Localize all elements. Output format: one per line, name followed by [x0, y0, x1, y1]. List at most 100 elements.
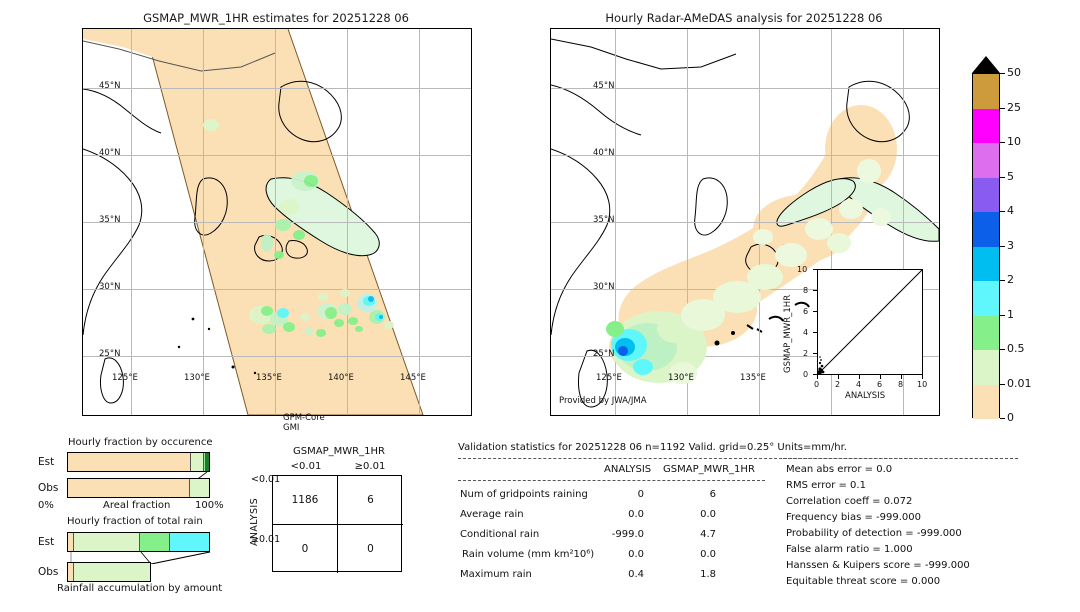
scatter-y-tick — [813, 311, 817, 312]
validation-row-gsmap: 0.0 — [700, 509, 716, 520]
left-map-lat-label: 40°N — [99, 148, 121, 158]
validation-rule-right — [783, 458, 1018, 459]
right-map-credit: Provided by JWA/JMA — [559, 396, 647, 406]
bar-total-rain-bar-obs[interactable] — [67, 562, 151, 582]
colorbar-band — [973, 177, 999, 212]
right-map-lon-label: 130°E — [668, 373, 694, 383]
left-map-title: GSMAP_MWR_1HR estimates for 20251228 06 — [143, 11, 409, 25]
left-map-lon-label: 135°E — [256, 373, 282, 383]
left-map-gridline-lat — [83, 356, 471, 357]
bar-segment — [74, 533, 140, 551]
right-map-lat-label: 45°N — [593, 81, 615, 91]
scatter-y-label: 6 — [803, 307, 809, 316]
right-map-precip — [606, 159, 891, 384]
scatter-y-label: 0 — [803, 370, 809, 379]
validation-row-label: Maximum rain — [460, 569, 532, 580]
scatter-y-axis-title: GSMAP_MWR_1HR — [783, 294, 793, 373]
scatter-x-axis-title: ANALYSIS — [845, 391, 886, 401]
bar-total-rain-row-label-obs: Obs — [38, 566, 59, 578]
contingency-table[interactable]: 1186 6 0 0 — [272, 475, 403, 573]
colorbar[interactable]: 50 25 10 5 4 3 2 1 0.5 0.01 0 — [962, 28, 1072, 424]
contingency-col-header-ge: ≥0.01 — [354, 461, 386, 472]
left-map-lat-label: 45°N — [99, 81, 121, 91]
validation-row-analysis: 0.0 — [628, 509, 644, 520]
validation-row-label: Conditional rain — [460, 529, 540, 540]
contingency-row-header-lt: <0.01 — [251, 474, 281, 485]
contingency-row-header-ge: ≥0.01 — [251, 534, 281, 545]
right-map-gridline-lat — [551, 222, 939, 223]
scatter-x-label: 2 — [835, 380, 841, 389]
bar-total-rain-axis-label: Rainfall accumulation by amount — [57, 583, 223, 594]
colorbar-label: 0 — [1007, 411, 1014, 424]
left-map-lat-label: 35°N — [99, 215, 121, 225]
colorbar-label: 0.5 — [1007, 342, 1025, 355]
right-map-coastlines — [551, 29, 939, 408]
validation-row-gsmap: 1.8 — [700, 569, 716, 580]
scatter-x-tick — [859, 375, 860, 379]
scatter-y-tick — [813, 353, 817, 354]
right-map-lon-label: 125°E — [596, 373, 622, 383]
validation-header: Validation statistics for 20251228 06 n=… — [458, 442, 847, 453]
left-map-lon-label: 145°E — [400, 373, 426, 383]
left-map-credit: GPM-Core GMI — [283, 413, 325, 434]
validation-score: Hanssen & Kuipers score = -999.000 — [786, 560, 970, 571]
scatter-x-label: 4 — [856, 380, 862, 389]
validation-score: Frequency bias = -999.000 — [786, 512, 921, 523]
validation-row-label: Num of gridpoints raining — [460, 489, 588, 500]
scatter-y-tick — [813, 332, 817, 333]
right-map-title: Hourly Radar-AMeDAS analysis for 2025122… — [605, 11, 883, 25]
colorbar-tick — [1000, 349, 1005, 350]
scatter-y-label: 2 — [803, 349, 809, 358]
scatter-y-tick — [813, 290, 817, 291]
scatter-x-tick — [838, 375, 839, 379]
colorbar-over-arrow — [972, 56, 1000, 73]
scatter-x-label: 0 — [814, 380, 820, 389]
bar-total-rain-bar-est[interactable] — [67, 532, 210, 552]
colorbar-label: 10 — [1007, 135, 1021, 148]
right-map-gridline-lat — [551, 155, 939, 156]
bar-total-rain-title: Hourly fraction of total rain — [67, 516, 203, 527]
colorbar-band — [973, 281, 999, 316]
scatter-y-tick — [813, 269, 817, 270]
validation-score: Equitable threat score = 0.000 — [786, 576, 941, 587]
colorbar-gradient — [972, 73, 1000, 419]
scatter-y-label: 4 — [803, 328, 809, 337]
bar-occurrence-axis-label: Areal fraction — [103, 500, 171, 511]
colorbar-band — [973, 212, 999, 247]
colorbar-band — [973, 384, 999, 419]
bar-segment — [74, 563, 150, 581]
scatter-inset[interactable]: 10 8 6 4 2 0 0 2 4 6 8 10 ANALYSIS GSMAP… — [769, 261, 939, 415]
validation-row-analysis: 0.0 — [628, 549, 644, 560]
bar-segment — [68, 453, 191, 471]
validation-row-gsmap: 0.0 — [700, 549, 716, 560]
validation-rule-mid — [458, 480, 765, 481]
right-map-frame[interactable]: 45°N 40°N 35°N 30°N 25°N 125°E 130°E 135… — [550, 28, 940, 416]
validation-row-label: Average rain — [460, 509, 524, 520]
left-map-lat-label: 30°N — [99, 282, 121, 292]
bar-occurrence-bar-obs[interactable] — [67, 478, 210, 498]
colorbar-band — [973, 74, 999, 109]
colorbar-label: 3 — [1007, 238, 1014, 252]
right-map-gridline-lat — [551, 356, 939, 357]
scatter-y-tick — [813, 374, 817, 375]
left-map-frame[interactable]: 45°N 40°N 35°N 30°N 25°N 125°E 130°E 135… — [82, 28, 472, 416]
colorbar-tick — [1000, 280, 1005, 281]
bar-segment — [169, 533, 209, 551]
right-map-gridline-lat — [551, 88, 939, 89]
left-map-lat-label: 25°N — [99, 349, 121, 359]
colorbar-label: 50 — [1007, 66, 1021, 79]
left-map-gridline-lat — [83, 88, 471, 89]
bar-occurrence-bar-est[interactable] — [67, 452, 210, 472]
left-map-lon-label: 125°E — [112, 373, 138, 383]
right-map-lat-label: 25°N — [593, 349, 615, 359]
validation-score: False alarm ratio = 1.000 — [786, 544, 913, 555]
scatter-x-label: 8 — [898, 380, 904, 389]
bar-segment — [189, 479, 209, 497]
bar-occurrence-row-label-obs: Obs — [38, 482, 59, 494]
left-map-lon-label: 130°E — [184, 373, 210, 383]
validation-row-analysis: -999.0 — [611, 529, 644, 540]
scatter-plot-frame[interactable] — [817, 269, 923, 375]
colorbar-label: 5 — [1007, 169, 1014, 183]
validation-row-analysis: 0.4 — [628, 569, 644, 580]
bar-occurrence-row-label-est: Est — [38, 456, 55, 468]
